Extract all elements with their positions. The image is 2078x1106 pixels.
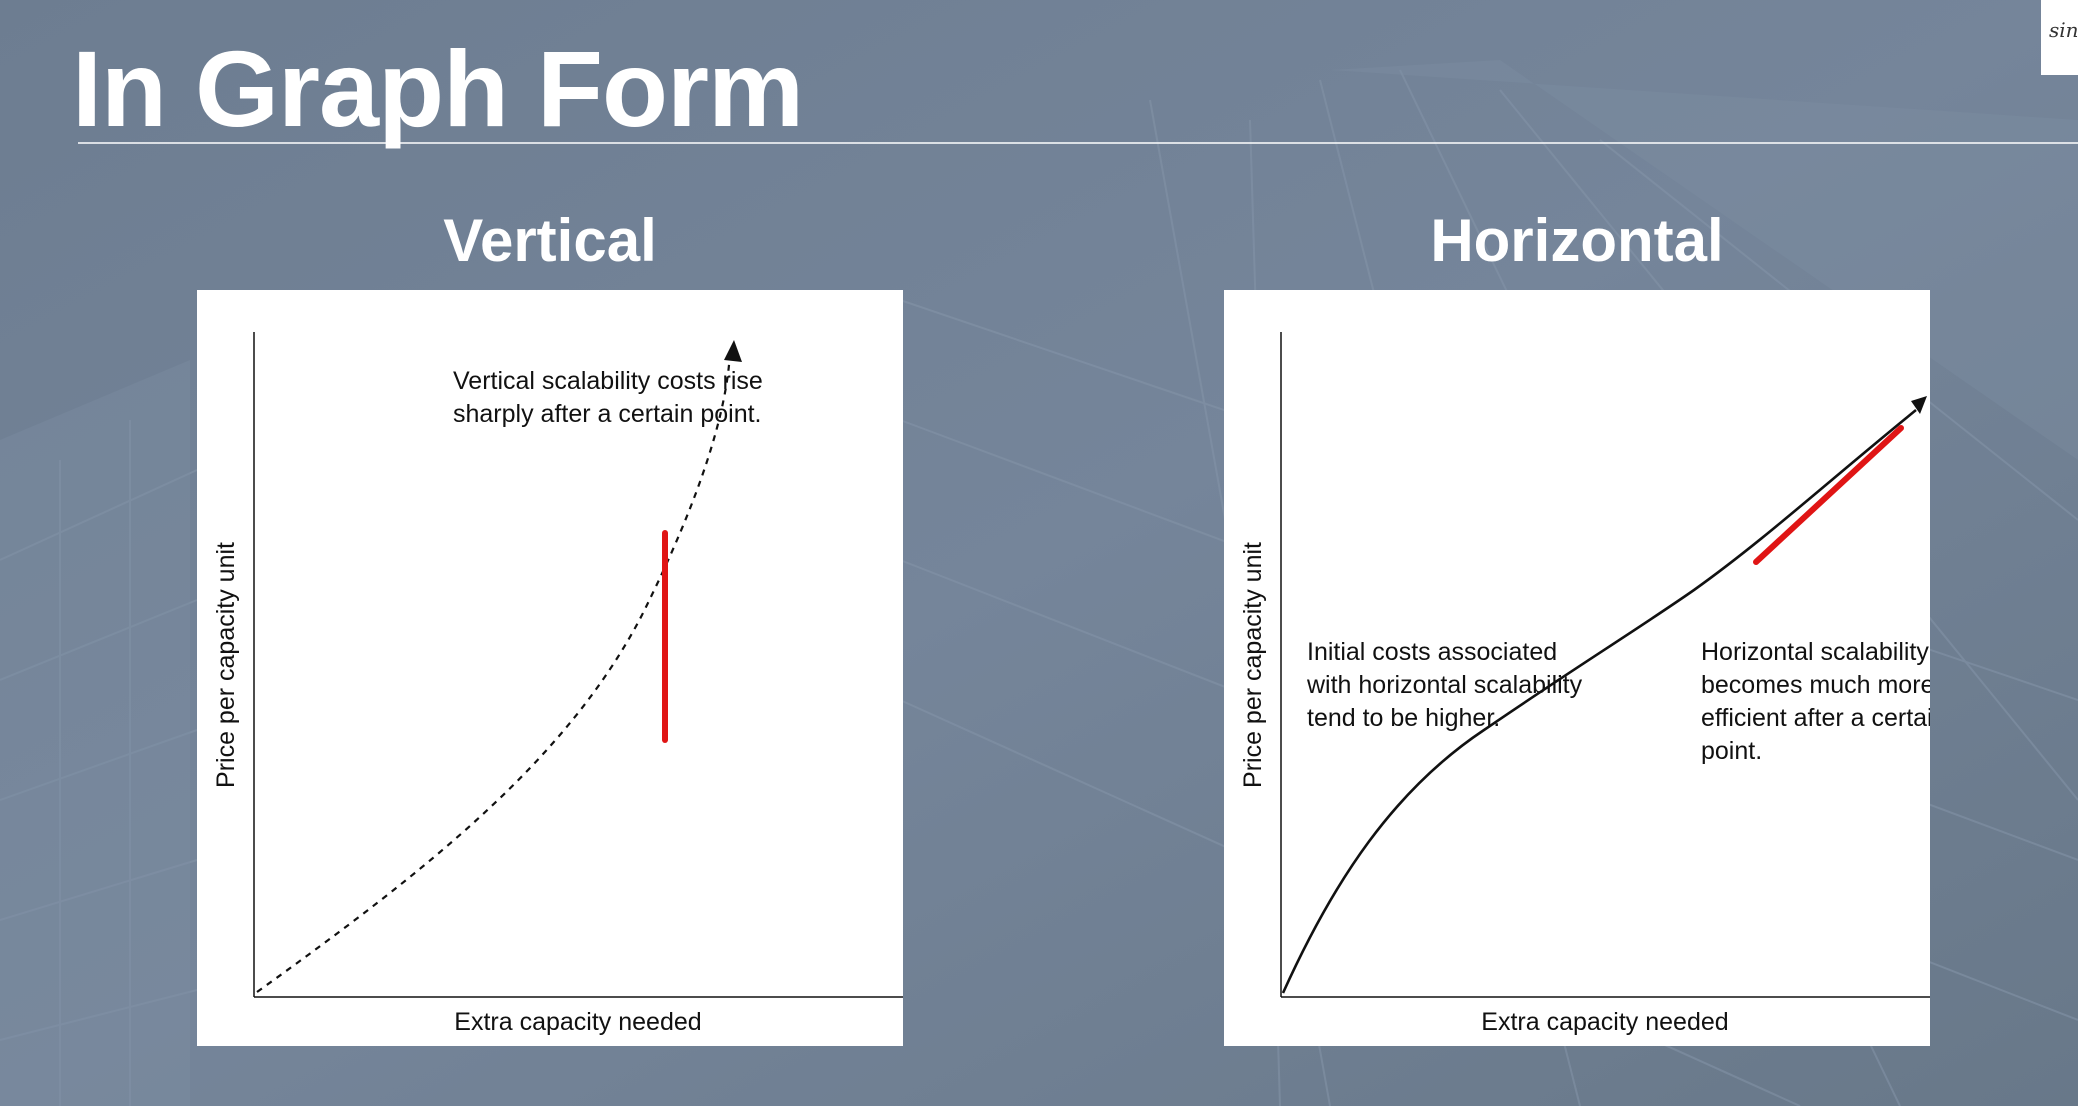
vertical-cost-curve — [256, 351, 732, 993]
corner-badge: sin — [2041, 0, 2078, 75]
horizontal-heading: Horizontal — [1430, 207, 1724, 274]
vertical-chart-panel: Vertical scalability costs rise sharply … — [197, 290, 903, 1046]
horizontal-left-annotation-line-3: tend to be higher. — [1307, 704, 1500, 732]
corner-badge-text: sin — [2049, 18, 2078, 42]
horizontal-right-annotation-line-3: efficient after a certai — [1701, 704, 1930, 732]
horizontal-left-annotation-line-1: Initial costs associated — [1307, 638, 1557, 666]
horizontal-cost-curve — [1281, 408, 1917, 994]
curve-arrowhead — [724, 340, 742, 362]
horizontal-x-axis-label: Extra capacity needed — [1481, 1008, 1728, 1036]
vertical-annotation-line-1: Vertical scalability costs rise — [453, 367, 763, 395]
horizontal-right-annotation-line-4: point. — [1701, 737, 1762, 765]
horizontal-y-axis-label: Price per capacity unit — [1239, 542, 1267, 788]
horizontal-highlight-line — [1753, 425, 1904, 565]
horizontal-left-annotation-line-2: with horizontal scalability — [1306, 671, 1583, 699]
slide-title: In Graph Form — [72, 28, 804, 149]
horizontal-chart: Initial costs associated with horizontal… — [1239, 332, 1930, 1036]
vertical-heading: Vertical — [443, 207, 657, 274]
horizontal-chart-panel: Initial costs associated with horizontal… — [1224, 290, 1930, 1046]
horizontal-right-annotation-line-2: becomes much more — [1701, 671, 1930, 699]
vertical-x-axis-label: Extra capacity needed — [454, 1008, 701, 1036]
vertical-chart: Vertical scalability costs rise sharply … — [212, 332, 903, 1036]
vertical-annotation-line-2: sharply after a certain point. — [453, 400, 762, 428]
title-underline — [78, 142, 2078, 144]
horizontal-right-annotation-line-1: Horizontal scalability — [1701, 638, 1929, 666]
curve-arrowhead — [1911, 396, 1927, 414]
vertical-y-axis-label: Price per capacity unit — [212, 542, 240, 788]
